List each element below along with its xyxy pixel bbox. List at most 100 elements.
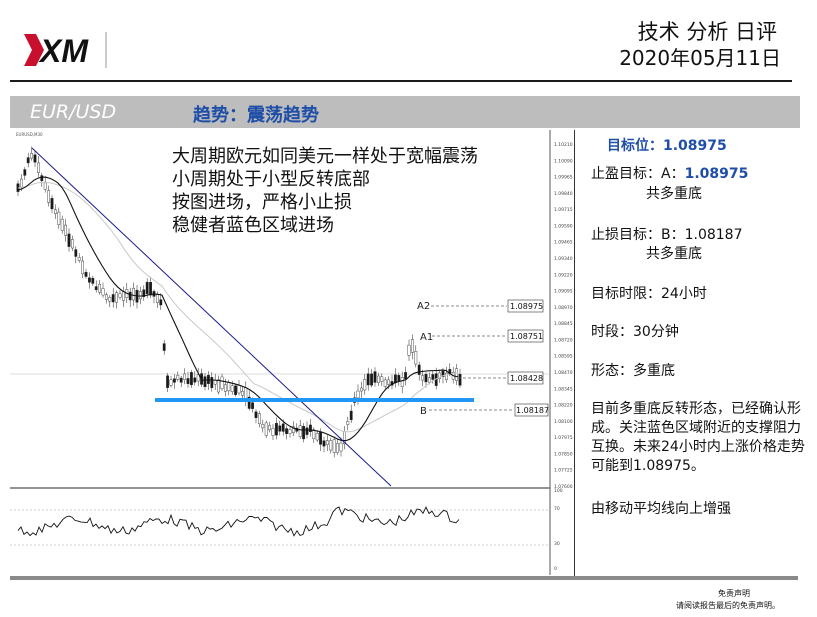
header-divider bbox=[10, 80, 792, 82]
footer-divider bbox=[10, 576, 798, 580]
pattern: 形态：多重底 bbox=[591, 363, 675, 379]
candle-body bbox=[115, 292, 119, 303]
candle-body bbox=[230, 385, 234, 392]
candle-body bbox=[64, 224, 68, 236]
price-tick-label: 1.07725 bbox=[554, 468, 573, 474]
candle-body bbox=[149, 282, 152, 296]
candle-body bbox=[257, 413, 261, 424]
candle-body bbox=[288, 429, 292, 434]
level-a1-name: A1 bbox=[420, 332, 433, 343]
candle-body bbox=[377, 375, 380, 383]
candle-body bbox=[183, 373, 186, 380]
price-tick-label: 1.10210 bbox=[554, 142, 573, 148]
candle-body bbox=[101, 288, 105, 296]
candle-body bbox=[268, 425, 271, 431]
annotation-line: 稳健者蓝色区域进场 bbox=[172, 215, 334, 236]
disclaimer-title: 免责声明 bbox=[718, 589, 750, 598]
price-tick-label: 1.08345 bbox=[554, 386, 573, 392]
candle-body bbox=[339, 442, 343, 452]
osc-tick-label: 70 bbox=[554, 506, 560, 512]
candle-body bbox=[281, 423, 285, 432]
candle-body bbox=[247, 396, 251, 409]
price-tick-label: 1.08595 bbox=[554, 354, 573, 360]
candle-body bbox=[179, 377, 183, 383]
level-a2-value: 1.08975 bbox=[510, 302, 543, 311]
candle-body bbox=[322, 440, 326, 447]
candle-body bbox=[292, 426, 295, 433]
price-tick-label: 1.09965 bbox=[554, 175, 573, 181]
candle-body bbox=[142, 289, 146, 297]
candle-body bbox=[33, 154, 37, 163]
candle-body bbox=[278, 425, 282, 432]
candle-body bbox=[363, 379, 367, 391]
candle-body bbox=[383, 379, 387, 387]
candle-body bbox=[302, 426, 305, 440]
candle-body bbox=[309, 424, 312, 432]
candle-body bbox=[455, 368, 458, 382]
candle-body bbox=[155, 294, 159, 303]
candle-body bbox=[77, 257, 81, 261]
candle-body bbox=[360, 387, 363, 392]
candle-body bbox=[104, 294, 108, 300]
level-b-value: 1.08187 bbox=[516, 406, 549, 415]
candle-body bbox=[312, 429, 316, 439]
report-date: 2020年05月11日 bbox=[619, 46, 781, 70]
annotation-line: 大周期欧元如同美元一样处于宽幅震荡 bbox=[172, 146, 478, 167]
osc-tick-label: 0 bbox=[554, 566, 557, 572]
candle-body bbox=[397, 375, 401, 381]
price-tick-label: 1.07600 bbox=[554, 484, 573, 490]
candle-body bbox=[332, 439, 336, 453]
candle-body bbox=[128, 291, 132, 301]
candle-body bbox=[271, 428, 275, 436]
candle-body bbox=[176, 375, 180, 380]
candle-body bbox=[169, 379, 173, 386]
level-current-value: 1.08428 bbox=[510, 374, 543, 383]
candle-body bbox=[407, 344, 411, 356]
candle-body bbox=[441, 370, 445, 377]
osc-tick-label: 100 bbox=[554, 488, 563, 494]
price-tick-label: 1.08100 bbox=[554, 419, 573, 425]
candle-body bbox=[132, 287, 136, 301]
chart-annotations: 大周期欧元如同美元一样处于宽幅震荡 小周期处于小型反转底部 按图进场，严格小止损… bbox=[172, 145, 478, 237]
level-a1-value: 1.08751 bbox=[510, 332, 543, 341]
candle-body bbox=[445, 372, 448, 380]
price-tick-label: 1.09220 bbox=[554, 272, 573, 278]
candle-body bbox=[251, 402, 254, 409]
price-tick-label: 1.10090 bbox=[554, 158, 573, 164]
candle-body bbox=[74, 249, 78, 257]
candle-body bbox=[145, 281, 149, 295]
candle-body bbox=[417, 364, 421, 375]
candle-body bbox=[217, 379, 220, 393]
downtrend-line bbox=[31, 147, 392, 487]
candle-body bbox=[424, 374, 428, 383]
candle-body bbox=[118, 293, 122, 298]
candle-body bbox=[387, 379, 390, 385]
level-a2-name: A2 bbox=[417, 301, 430, 312]
level-b: B 1.08187 bbox=[420, 403, 549, 417]
annotation-line: 按图进场，严格小止损 bbox=[172, 192, 352, 213]
chart-corner-label: EURUSD,M30 bbox=[16, 132, 43, 137]
moving-average-slow bbox=[17, 181, 459, 433]
candle-body bbox=[81, 260, 85, 275]
candle-body bbox=[162, 343, 166, 351]
candle-body bbox=[57, 211, 61, 225]
candle-body bbox=[305, 427, 309, 435]
candle-body bbox=[84, 272, 88, 277]
candle-body bbox=[438, 372, 441, 380]
price-tick-label: 1.08845 bbox=[554, 321, 573, 327]
candle-body bbox=[275, 422, 278, 436]
candle-body bbox=[67, 233, 71, 247]
take-profit: 止盈目标：A：1.08975 bbox=[591, 163, 748, 183]
candle-body bbox=[223, 384, 227, 392]
candle-body bbox=[30, 153, 33, 159]
candle-body bbox=[264, 422, 268, 436]
candle-body bbox=[458, 374, 462, 386]
disclaimer-text: 请阅读报告最后的免责声明。 bbox=[676, 601, 780, 610]
candle-body bbox=[220, 376, 224, 390]
stop-loss: 止损目标：B：1.08187 bbox=[591, 227, 743, 243]
price-tick-label: 1.08470 bbox=[554, 370, 573, 376]
candle-body bbox=[23, 169, 27, 176]
candle-body bbox=[346, 421, 350, 425]
candle-body bbox=[431, 374, 435, 380]
candle-body bbox=[234, 385, 237, 395]
